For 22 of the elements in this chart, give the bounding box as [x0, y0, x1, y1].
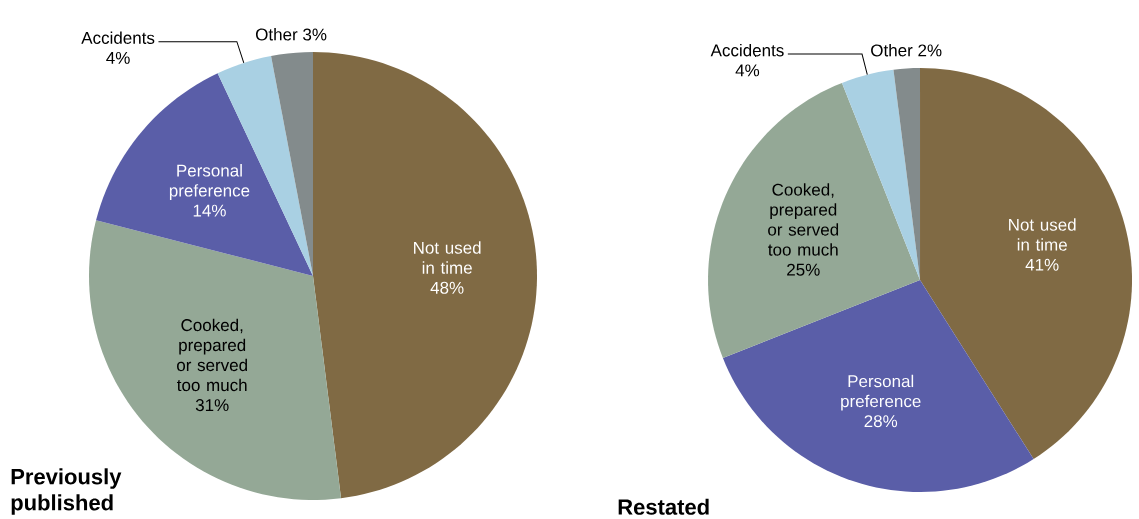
- data-label: 28%: [864, 415, 898, 428]
- slice-label: Other: [871, 43, 913, 57]
- data-label: 48%: [430, 281, 464, 294]
- data-label: 31%: [195, 399, 229, 412]
- data-label: 41%: [1025, 258, 1059, 271]
- slice-label: Cooked, prepared or served too much: [177, 318, 247, 392]
- data-label: 4%: [106, 51, 130, 64]
- slice-label: Not used in time: [414, 241, 481, 274]
- data-label: 14%: [193, 204, 226, 217]
- slice-label: Not used in time: [1009, 218, 1076, 251]
- slice-label: Accidents: [81, 31, 155, 44]
- data-label: 2%: [918, 44, 942, 57]
- slice-label: Cooked, prepared or served too much: [768, 183, 839, 256]
- slice-label: Personal preference: [169, 164, 250, 200]
- text: Previously published: [11, 468, 122, 515]
- data-label: 4%: [735, 64, 760, 77]
- slice-label: Accidents: [710, 43, 784, 57]
- text: Restated: [618, 498, 709, 515]
- data-label: 3%: [303, 28, 327, 41]
- slice-label: Personal preference: [841, 374, 921, 411]
- slice-label: Other: [255, 28, 298, 41]
- data-label: 25%: [787, 263, 820, 276]
